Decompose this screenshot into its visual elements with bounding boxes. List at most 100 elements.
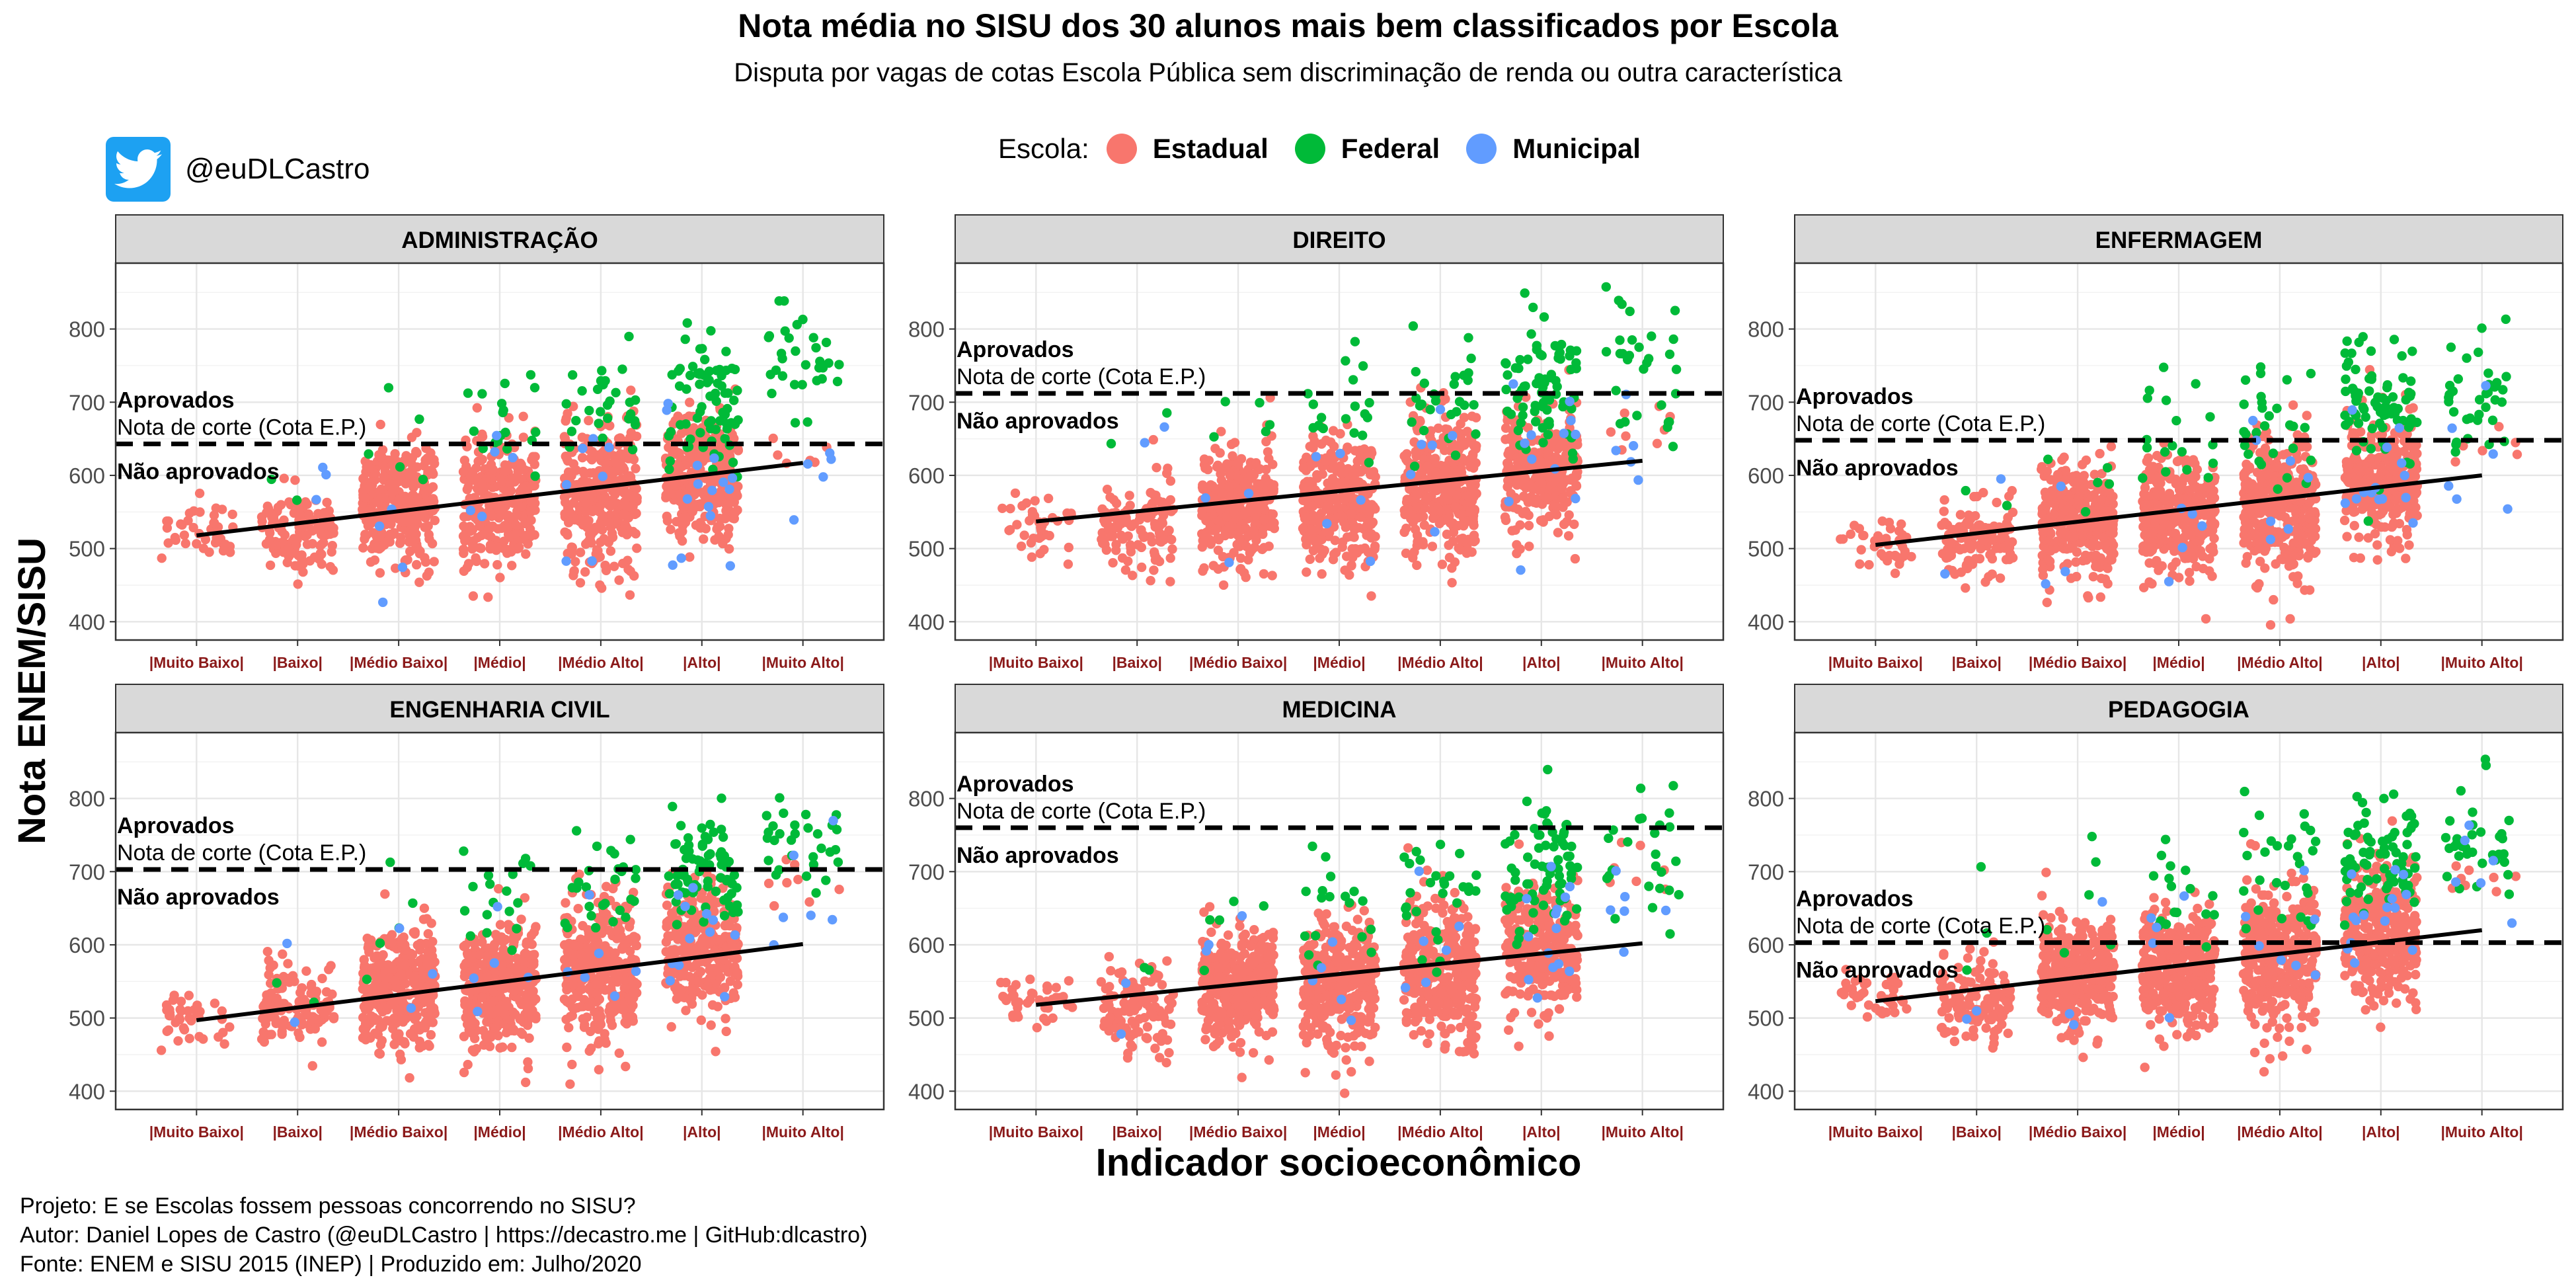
point-estadual — [580, 567, 590, 577]
point-federal — [1634, 342, 1644, 352]
point-estadual — [1465, 506, 1475, 516]
point-estadual — [479, 559, 490, 569]
point-estadual — [412, 428, 422, 438]
point-municipal — [1311, 452, 1321, 462]
point-estadual — [1353, 456, 1364, 466]
point-municipal — [465, 505, 476, 516]
point-estadual — [460, 536, 470, 546]
point-estadual — [614, 575, 624, 585]
point-federal — [784, 333, 794, 343]
point-federal — [721, 346, 731, 356]
point-estadual — [269, 515, 279, 525]
point-estadual — [2148, 527, 2158, 538]
point-estadual — [487, 511, 497, 521]
point-federal — [728, 458, 738, 467]
point-estadual — [184, 508, 194, 518]
y-tick-label: 400 — [69, 610, 105, 634]
point-estadual — [2179, 550, 2189, 561]
point-municipal — [693, 479, 703, 489]
point-estadual — [588, 505, 599, 515]
point-estadual — [581, 539, 591, 549]
point-estadual — [2078, 477, 2089, 487]
point-estadual — [271, 540, 281, 550]
point-estadual — [2402, 530, 2412, 540]
point-federal — [2138, 473, 2148, 483]
point-estadual — [1321, 456, 1331, 466]
point-estadual — [2278, 499, 2288, 509]
point-estadual — [1955, 510, 1966, 520]
point-estadual — [2280, 547, 2290, 558]
point-estadual — [2045, 556, 2055, 567]
point-federal — [732, 385, 742, 395]
point-estadual — [581, 507, 591, 517]
point-estadual — [508, 498, 518, 508]
x-tick-label: |Muito Alto| — [761, 654, 843, 671]
point-estadual — [163, 538, 173, 548]
point-federal — [1348, 375, 1358, 385]
point-federal — [834, 360, 844, 370]
point-estadual — [1551, 475, 1561, 485]
point-estadual — [2302, 442, 2312, 452]
point-estadual — [1102, 485, 1112, 495]
point-estadual — [1339, 495, 1350, 504]
y-tick-label: 500 — [908, 537, 945, 561]
point-estadual — [1433, 423, 1444, 433]
point-federal — [1106, 438, 1116, 449]
point-estadual — [2148, 462, 2158, 471]
point-estadual — [506, 486, 516, 496]
point-estadual — [1427, 542, 1438, 551]
point-federal — [414, 414, 424, 424]
point-estadual — [170, 532, 180, 543]
point-estadual — [561, 416, 570, 426]
point-estadual — [2351, 454, 2361, 464]
point-estadual — [1251, 535, 1261, 545]
point-estadual — [2062, 559, 2072, 569]
point-estadual — [2038, 528, 2048, 538]
point-estadual — [593, 545, 603, 556]
point-estadual — [387, 487, 397, 497]
point-estadual — [2108, 528, 2118, 538]
point-estadual — [1894, 526, 1904, 536]
facet-strip — [1794, 214, 2563, 264]
point-municipal — [724, 484, 734, 495]
point-estadual — [1016, 542, 1027, 551]
point-estadual — [1328, 426, 1339, 436]
point-estadual — [1462, 426, 1472, 436]
point-estadual — [220, 540, 231, 549]
point-estadual — [412, 543, 422, 553]
point-estadual — [668, 419, 678, 429]
point-estadual — [2478, 446, 2487, 456]
point-municipal — [1140, 438, 1150, 448]
point-federal — [695, 407, 705, 417]
point-estadual — [1652, 438, 1662, 448]
point-estadual — [2078, 555, 2088, 566]
point-estadual — [569, 566, 579, 576]
point-federal — [1519, 382, 1529, 391]
point-estadual — [2095, 592, 2105, 602]
point-estadual — [307, 539, 317, 549]
point-estadual — [1218, 551, 1228, 562]
point-federal — [1459, 370, 1469, 380]
x-tick-label: |Alto| — [1522, 654, 1561, 671]
point-estadual — [1027, 506, 1038, 517]
point-municipal — [705, 510, 716, 521]
point-federal — [592, 384, 603, 394]
point-estadual — [2004, 543, 2015, 553]
point-estadual — [678, 526, 687, 536]
point-estadual — [2174, 573, 2184, 583]
x-tick-label: |Médio| — [1313, 654, 1365, 671]
point-estadual — [1969, 491, 1979, 502]
point-estadual — [518, 432, 529, 442]
point-federal — [1358, 361, 1368, 371]
point-federal — [1632, 411, 1642, 421]
point-estadual — [629, 571, 639, 581]
point-estadual — [2311, 547, 2321, 557]
y-tick-label: 600 — [908, 463, 945, 488]
point-estadual — [733, 444, 743, 454]
point-estadual — [1850, 520, 1859, 530]
point-estadual — [1523, 423, 1533, 433]
point-estadual — [1542, 493, 1551, 503]
point-estadual — [1423, 482, 1434, 493]
point-estadual — [264, 526, 274, 536]
